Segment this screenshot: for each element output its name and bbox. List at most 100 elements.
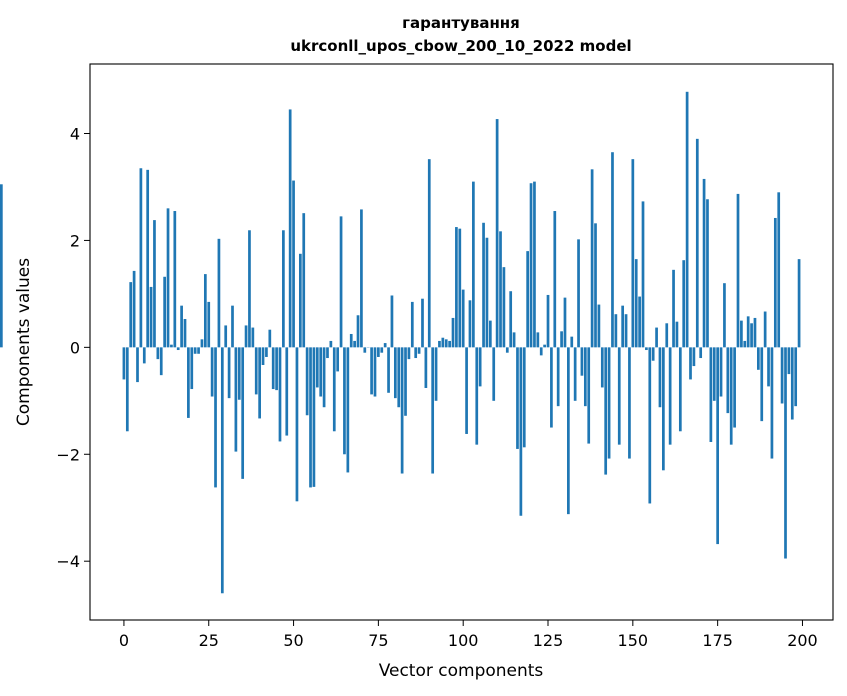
bar — [217, 238, 221, 348]
bar — [488, 320, 492, 348]
bar — [702, 178, 706, 348]
x-tick-label: 100 — [448, 631, 479, 650]
bar — [706, 199, 709, 348]
bar-series — [0, 91, 801, 594]
bar — [197, 347, 200, 354]
bar — [377, 347, 380, 357]
bar — [733, 347, 736, 428]
bar — [265, 347, 268, 357]
bar — [682, 260, 686, 348]
bar — [203, 274, 207, 348]
bar — [740, 320, 743, 348]
bar — [757, 347, 760, 370]
bar — [563, 297, 567, 348]
bar — [455, 227, 458, 348]
bar — [261, 347, 265, 365]
bar — [244, 325, 248, 348]
bar — [580, 347, 584, 376]
bar — [648, 347, 652, 504]
bar — [271, 347, 275, 390]
bar — [190, 347, 194, 390]
bar — [794, 347, 798, 407]
bar — [519, 347, 523, 516]
bar — [400, 347, 404, 474]
bar — [651, 347, 655, 361]
bar — [193, 347, 197, 354]
bar — [163, 276, 166, 348]
bar — [458, 228, 462, 348]
bar — [322, 347, 326, 408]
bar — [790, 347, 794, 420]
x-tick-label: 75 — [368, 631, 388, 650]
bar — [780, 347, 784, 404]
bar — [672, 269, 675, 348]
bar — [153, 220, 156, 348]
bar — [645, 347, 648, 351]
bar — [407, 347, 411, 360]
bar — [214, 347, 217, 488]
x-tick-label: 125 — [533, 631, 564, 650]
bar — [685, 91, 689, 348]
bar — [753, 317, 757, 348]
bar — [553, 211, 557, 348]
bar — [292, 180, 295, 348]
bar — [363, 347, 367, 353]
bar — [522, 347, 526, 448]
bar — [173, 211, 177, 348]
bar — [298, 253, 302, 348]
bar — [353, 340, 356, 348]
bar — [207, 301, 211, 348]
bar — [560, 331, 563, 348]
bar — [397, 347, 401, 408]
bar — [129, 282, 133, 348]
bar — [149, 286, 153, 348]
bar — [393, 347, 397, 399]
bar — [275, 347, 278, 391]
bar — [485, 237, 489, 348]
bar — [760, 347, 764, 422]
bar — [594, 223, 597, 348]
bar — [332, 347, 336, 432]
bar — [339, 216, 343, 348]
bar — [478, 347, 482, 387]
bar — [326, 347, 329, 359]
bar — [461, 289, 465, 348]
bar — [611, 152, 614, 348]
bar — [797, 259, 801, 348]
bar — [166, 208, 170, 348]
bar — [414, 347, 418, 359]
bar — [241, 347, 245, 479]
bar — [604, 347, 608, 475]
bar — [719, 347, 723, 397]
x-tick-label: 0 — [119, 631, 129, 650]
bar — [614, 314, 618, 348]
bar — [512, 332, 516, 348]
bar — [631, 159, 635, 348]
bar — [404, 347, 407, 416]
bar — [417, 347, 421, 354]
bar — [736, 193, 740, 348]
bar — [597, 304, 601, 348]
x-axis-label: Vector components — [379, 661, 544, 681]
bar — [465, 347, 468, 434]
bar — [587, 347, 591, 444]
bar — [146, 169, 150, 348]
bar — [305, 347, 309, 416]
bar — [787, 347, 791, 375]
bar — [577, 239, 580, 348]
bar — [556, 347, 560, 407]
bar — [641, 201, 645, 348]
bar — [312, 347, 316, 487]
bar — [183, 319, 187, 348]
x-tick-label: 200 — [787, 631, 818, 650]
bar — [410, 301, 414, 348]
bar — [387, 347, 390, 393]
bar — [373, 347, 377, 397]
bar — [692, 347, 696, 367]
bar — [278, 347, 282, 442]
chart-title-line-2: ukrconll_upos_cbow_200_10_2022 model — [290, 37, 631, 55]
bar — [716, 347, 719, 545]
bar — [451, 317, 455, 348]
